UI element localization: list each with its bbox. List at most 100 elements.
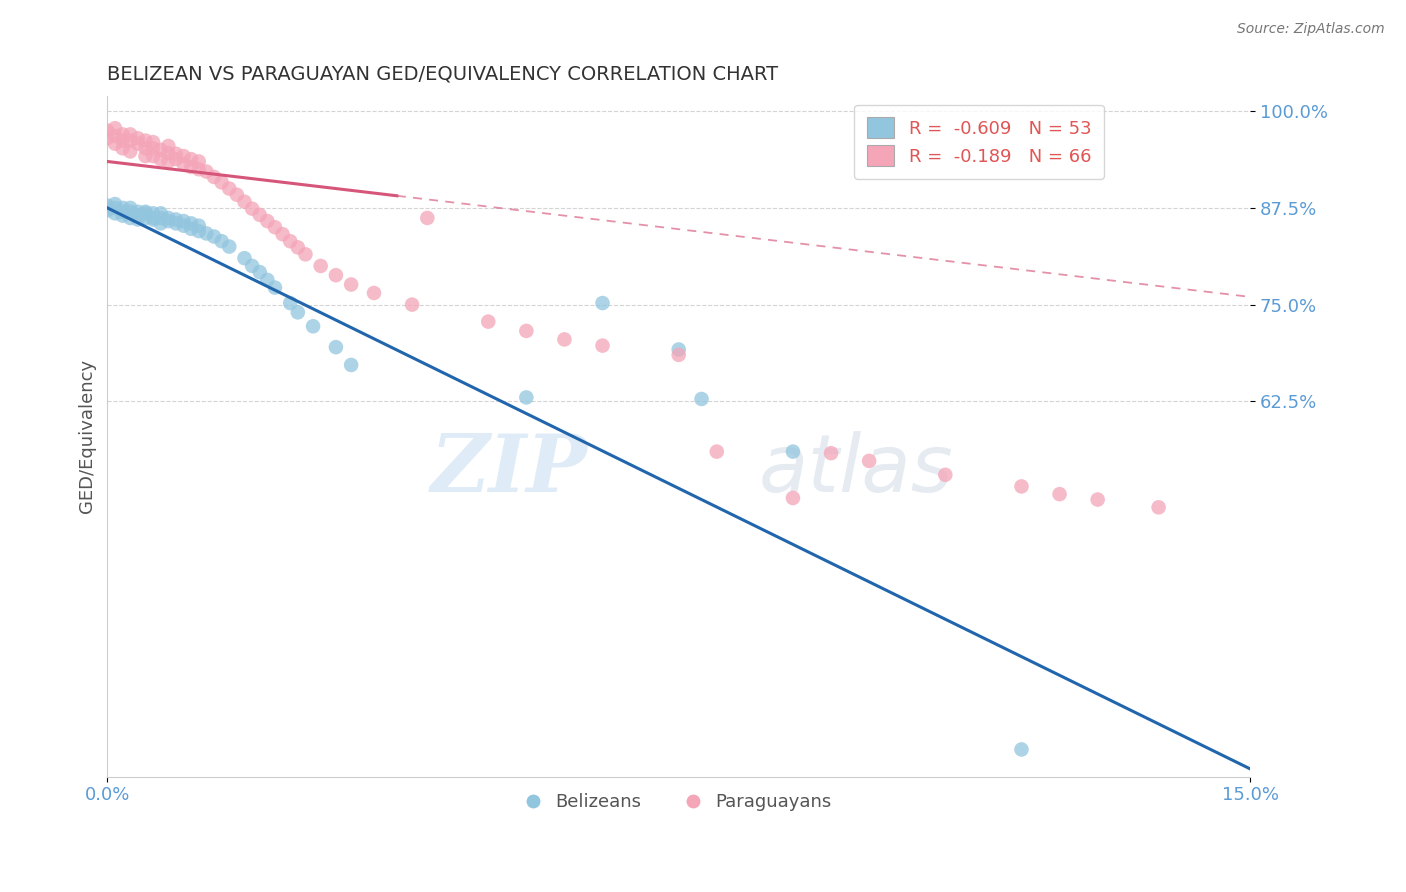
Point — [187, 162, 209, 177]
Point — [127, 209, 149, 223]
Point — [157, 139, 180, 153]
Point — [668, 348, 690, 362]
Point — [104, 206, 127, 220]
Legend: Belizeans, Paraguayans: Belizeans, Paraguayans — [519, 786, 838, 819]
Point — [287, 305, 309, 319]
Point — [278, 234, 301, 248]
Point — [104, 128, 127, 143]
Point — [1147, 500, 1170, 515]
Point — [668, 343, 690, 357]
Point — [120, 211, 142, 225]
Point — [592, 338, 614, 352]
Point — [363, 285, 385, 300]
Point — [294, 247, 316, 261]
Point — [180, 160, 202, 174]
Point — [165, 146, 187, 161]
Point — [142, 141, 165, 155]
Point — [111, 201, 134, 215]
Point — [211, 175, 233, 189]
Point — [120, 134, 142, 148]
Point — [287, 240, 309, 254]
Point — [325, 268, 347, 283]
Point — [218, 181, 240, 195]
Point — [340, 277, 363, 292]
Point — [233, 251, 256, 265]
Point — [165, 152, 187, 166]
Point — [592, 296, 614, 310]
Point — [149, 152, 172, 166]
Point — [142, 149, 165, 163]
Point — [120, 201, 142, 215]
Point — [142, 135, 165, 149]
Point — [240, 259, 263, 273]
Point — [249, 265, 271, 279]
Text: ZIP: ZIP — [430, 432, 588, 509]
Point — [149, 206, 172, 220]
Point — [157, 145, 180, 160]
Point — [187, 154, 209, 169]
Point — [127, 212, 149, 227]
Point — [149, 143, 172, 157]
Point — [477, 315, 499, 329]
Text: atlas: atlas — [759, 431, 953, 509]
Point — [96, 203, 118, 218]
Point — [325, 340, 347, 354]
Point — [302, 319, 325, 334]
Point — [104, 121, 127, 136]
Point — [401, 297, 423, 311]
Point — [187, 224, 209, 238]
Point — [134, 211, 156, 225]
Point — [120, 204, 142, 219]
Point — [1011, 479, 1033, 493]
Point — [782, 491, 804, 505]
Point — [278, 296, 301, 310]
Point — [134, 134, 156, 148]
Point — [820, 446, 842, 460]
Point — [165, 212, 187, 227]
Point — [195, 164, 218, 178]
Point — [1049, 487, 1071, 501]
Point — [180, 152, 202, 166]
Point — [202, 229, 225, 244]
Point — [134, 141, 156, 155]
Point — [127, 204, 149, 219]
Point — [195, 227, 218, 241]
Point — [233, 194, 256, 209]
Point — [553, 333, 575, 347]
Point — [264, 280, 287, 294]
Point — [173, 219, 195, 233]
Point — [96, 131, 118, 145]
Point — [96, 123, 118, 137]
Point — [782, 444, 804, 458]
Point — [256, 273, 278, 287]
Point — [416, 211, 439, 225]
Point — [173, 149, 195, 163]
Point — [149, 216, 172, 230]
Point — [111, 134, 134, 148]
Point — [690, 392, 713, 406]
Text: BELIZEAN VS PARAGUAYAN GED/EQUIVALENCY CORRELATION CHART: BELIZEAN VS PARAGUAYAN GED/EQUIVALENCY C… — [107, 64, 779, 83]
Point — [173, 214, 195, 228]
Point — [225, 187, 247, 202]
Point — [858, 454, 880, 468]
Point — [1087, 492, 1109, 507]
Point — [142, 211, 165, 225]
Point — [111, 128, 134, 142]
Point — [165, 216, 187, 230]
Point — [240, 202, 263, 216]
Point — [120, 145, 142, 159]
Point — [218, 239, 240, 253]
Point — [1011, 742, 1033, 756]
Point — [271, 227, 294, 242]
Point — [142, 206, 165, 220]
Point — [142, 212, 165, 227]
Point — [111, 209, 134, 223]
Point — [515, 324, 537, 338]
Point — [180, 216, 202, 230]
Point — [202, 169, 225, 184]
Point — [104, 201, 127, 215]
Point — [173, 157, 195, 171]
Point — [96, 198, 118, 212]
Y-axis label: GED/Equivalency: GED/Equivalency — [79, 359, 96, 513]
Point — [157, 211, 180, 225]
